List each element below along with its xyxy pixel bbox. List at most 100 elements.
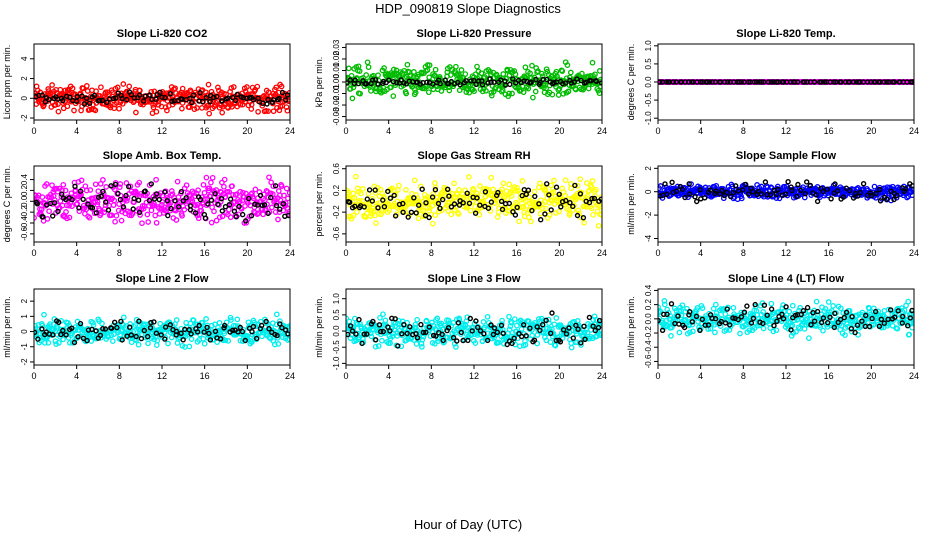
data-point-selected xyxy=(219,208,226,214)
data-point-selected xyxy=(773,191,780,198)
data-point xyxy=(195,215,202,222)
data-point xyxy=(730,304,737,311)
data-point-selected xyxy=(111,319,118,325)
data-point-selected xyxy=(475,78,482,84)
y-tick-label: 0.5 xyxy=(644,58,653,70)
data-point-selected xyxy=(542,211,548,217)
data-point xyxy=(156,205,162,212)
x-tick-label: 12 xyxy=(781,248,791,258)
data-point-selected xyxy=(475,324,481,331)
data-point-selected xyxy=(151,196,158,202)
data-point-selected xyxy=(89,326,95,333)
data-point xyxy=(229,183,235,189)
data-point-selected xyxy=(758,79,765,85)
data-point xyxy=(63,209,69,215)
data-point-selected xyxy=(242,218,249,224)
data-point xyxy=(245,319,252,326)
data-point xyxy=(537,210,544,217)
data-point xyxy=(481,324,488,331)
data-point xyxy=(690,328,696,335)
data-point-selected xyxy=(528,79,534,85)
data-point xyxy=(522,64,529,71)
data-point xyxy=(825,192,831,199)
y-tick-label: 0.0 xyxy=(332,325,341,337)
data-point-selected xyxy=(426,214,432,221)
data-point xyxy=(264,201,270,208)
data-point-selected xyxy=(527,325,533,331)
data-point xyxy=(713,182,720,189)
data-point-selected xyxy=(413,210,419,216)
data-point xyxy=(404,61,411,68)
data-point-selected xyxy=(860,180,867,187)
data-point xyxy=(208,179,214,186)
data-point-selected xyxy=(119,95,125,102)
data-point xyxy=(144,211,151,218)
data-point xyxy=(906,331,913,338)
data-point-selected xyxy=(347,77,353,83)
x-tick-label: 4 xyxy=(698,248,703,258)
x-tick-label: 16 xyxy=(824,371,834,381)
x-tick-label: 12 xyxy=(469,126,479,136)
data-point xyxy=(804,315,811,322)
data-point-selected xyxy=(83,95,90,102)
data-point-selected xyxy=(232,97,239,104)
data-point xyxy=(557,322,564,329)
x-tick-label: 0 xyxy=(655,371,660,381)
data-point xyxy=(113,212,120,219)
data-point-selected xyxy=(168,205,174,212)
data-point-selected xyxy=(876,323,883,329)
data-point xyxy=(83,83,90,89)
data-point-selected xyxy=(277,321,283,327)
data-point xyxy=(351,195,358,201)
data-point xyxy=(411,177,418,184)
x-tick-label: 24 xyxy=(909,371,919,381)
data-point xyxy=(145,340,151,347)
panel-title: Slope Line 2 Flow xyxy=(116,273,209,285)
data-point-selected xyxy=(136,209,143,216)
data-point xyxy=(910,319,914,326)
data-point xyxy=(373,322,380,329)
data-point xyxy=(278,183,285,190)
data-point xyxy=(34,322,38,329)
data-point-selected xyxy=(440,196,446,203)
data-point-selected xyxy=(359,340,365,347)
data-point xyxy=(38,206,45,213)
data-point xyxy=(242,203,248,209)
data-point xyxy=(551,177,557,184)
x-axis-label: Hour of Day (UTC) xyxy=(413,517,523,532)
data-point-selected xyxy=(762,179,769,185)
data-point-selected xyxy=(473,81,479,88)
data-point-selected xyxy=(85,201,91,207)
data-point-selected xyxy=(110,95,117,102)
data-point-selected xyxy=(115,190,121,197)
data-point xyxy=(228,317,234,323)
data-point-selected xyxy=(467,315,473,322)
data-points xyxy=(658,298,914,341)
data-point-selected xyxy=(80,335,87,341)
data-point-selected xyxy=(437,80,443,87)
data-point-selected xyxy=(399,331,405,337)
data-point xyxy=(546,212,553,218)
data-point-selected xyxy=(429,194,436,200)
data-point xyxy=(597,332,602,338)
x-tick-label: 0 xyxy=(343,248,348,258)
data-point-selected xyxy=(212,190,218,197)
data-point xyxy=(559,68,566,74)
data-point-selected xyxy=(159,94,165,100)
data-point xyxy=(546,320,552,326)
data-point xyxy=(164,107,170,114)
data-point xyxy=(154,337,161,344)
data-point xyxy=(429,202,436,209)
data-point-selected xyxy=(891,79,898,85)
data-point xyxy=(456,316,463,323)
x-tick-label: 0 xyxy=(343,126,348,136)
data-point-selected xyxy=(687,309,693,315)
x-tick-label: 12 xyxy=(157,371,167,381)
data-point xyxy=(723,327,730,333)
data-point xyxy=(559,335,566,341)
y-tick-label: -0.4 xyxy=(20,216,29,230)
data-point xyxy=(49,82,55,88)
data-point-selected xyxy=(485,80,491,86)
data-point-selected xyxy=(183,195,189,201)
data-point-selected xyxy=(77,320,84,327)
